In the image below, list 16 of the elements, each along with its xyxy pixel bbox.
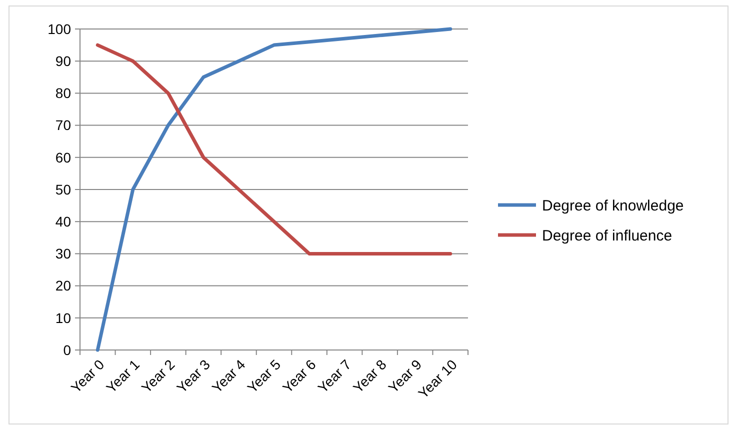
line-series (96, 43, 452, 256)
y-tick-label: 60 (55, 149, 72, 166)
line-series (96, 27, 452, 352)
y-tick-label: 80 (55, 85, 72, 102)
y-tick-label: 20 (55, 278, 72, 294)
y-tick-label: 10 (55, 310, 72, 326)
y-tick-label: 90 (55, 53, 72, 69)
y-tick-label: 100 (48, 20, 72, 37)
legend-label: Degree of knowledge (542, 197, 684, 214)
legend-label: Degree of influence (542, 227, 672, 244)
y-tick-label: 50 (55, 181, 72, 198)
y-tick-label: 30 (55, 246, 72, 262)
x-tick-label: Year 7 (314, 356, 354, 396)
y-tick-label: 0 (63, 342, 72, 358)
y-tick-label: 70 (55, 117, 72, 134)
y-tick-label: 40 (55, 214, 72, 230)
